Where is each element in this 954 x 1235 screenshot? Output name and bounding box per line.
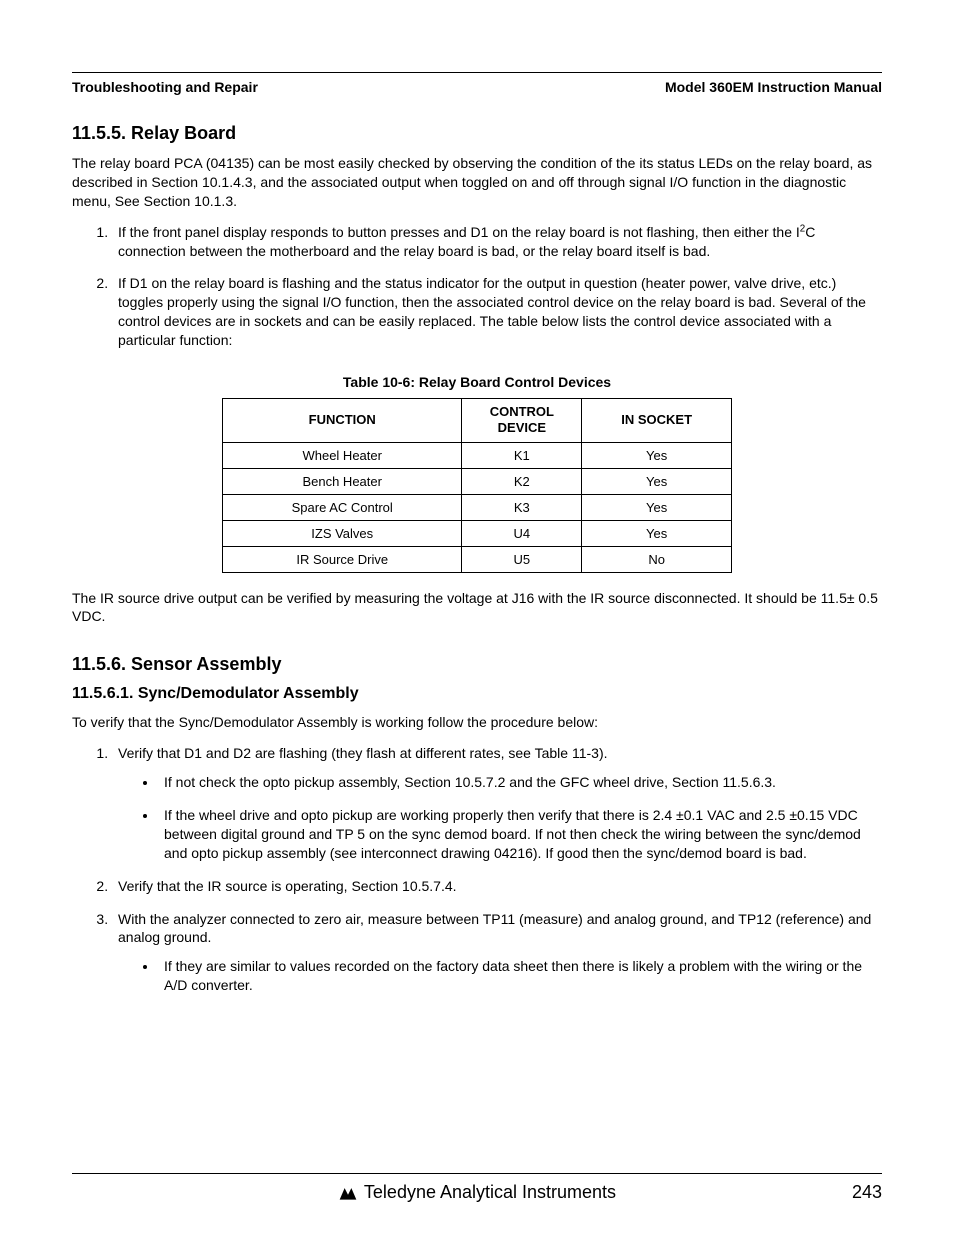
header-rule (72, 72, 882, 73)
control-devices-table: FUNCTION CONTROL DEVICE IN SOCKET Wheel … (222, 398, 732, 573)
cell-socket: No (582, 546, 732, 572)
table-head-control-device: CONTROL DEVICE (462, 399, 582, 443)
table-row: Bench Heater K2 Yes (223, 468, 732, 494)
cell-socket: Yes (582, 468, 732, 494)
sync-step-1-bullet-1: If not check the opto pickup assembly, S… (158, 773, 882, 792)
table-caption: Table 10-6: Relay Board Control Devices (72, 374, 882, 390)
table-head-b-line1: CONTROL (490, 404, 554, 419)
sync-step-3-bullet-1: If they are similar to values recorded o… (158, 957, 882, 995)
footer-row: Teledyne Analytical Instruments 243 (72, 1182, 882, 1203)
ir-source-note: The IR source drive output can be verifi… (72, 589, 882, 627)
sync-step-1: Verify that D1 and D2 are flashing (they… (112, 744, 882, 862)
cell-function: IR Source Drive (223, 546, 462, 572)
cell-socket: Yes (582, 520, 732, 546)
cell-device: U4 (462, 520, 582, 546)
sync-step-1-bullet-2: If the wheel drive and opto pickup are w… (158, 806, 882, 863)
cell-function: Bench Heater (223, 468, 462, 494)
cell-device: U5 (462, 546, 582, 572)
cell-function: Spare AC Control (223, 494, 462, 520)
table-header-row: FUNCTION CONTROL DEVICE IN SOCKET (223, 399, 732, 443)
cell-function: IZS Valves (223, 520, 462, 546)
cell-device: K3 (462, 494, 582, 520)
footer-center: Teledyne Analytical Instruments (338, 1182, 616, 1203)
sync-step-3-text: With the analyzer connected to zero air,… (118, 911, 871, 946)
footer-rule (72, 1173, 882, 1174)
header-left: Troubleshooting and Repair (72, 79, 258, 95)
sync-step-2: Verify that the IR source is operating, … (112, 877, 882, 896)
cell-device: K1 (462, 442, 582, 468)
sync-step-3-bullets: If they are similar to values recorded o… (158, 957, 882, 995)
table-head-function: FUNCTION (223, 399, 462, 443)
page-footer: Teledyne Analytical Instruments 243 (72, 1173, 882, 1203)
table-row: IR Source Drive U5 No (223, 546, 732, 572)
relay-step-1a: If the front panel display responds to b… (118, 224, 800, 240)
table-row: Spare AC Control K3 Yes (223, 494, 732, 520)
relay-intro-text: The relay board PCA (04135) can be most … (72, 154, 882, 211)
cell-device: K2 (462, 468, 582, 494)
sync-step-3: With the analyzer connected to zero air,… (112, 910, 882, 996)
footer-brand-text: Teledyne Analytical Instruments (364, 1182, 616, 1203)
table-row: IZS Valves U4 Yes (223, 520, 732, 546)
header-right: Model 360EM Instruction Manual (665, 79, 882, 95)
table-row: Wheel Heater K1 Yes (223, 442, 732, 468)
section-heading-relay-board: 11.5.5. Relay Board (72, 123, 882, 144)
cell-socket: Yes (582, 442, 732, 468)
table-head-b-line2: DEVICE (498, 420, 546, 435)
relay-steps-list: If the front panel display responds to b… (112, 223, 882, 350)
relay-step-1: If the front panel display responds to b… (112, 223, 882, 261)
section-heading-sensor-assembly: 11.5.6. Sensor Assembly (72, 654, 882, 675)
running-header: Troubleshooting and Repair Model 360EM I… (72, 79, 882, 95)
cell-function: Wheel Heater (223, 442, 462, 468)
sync-steps-list: Verify that D1 and D2 are flashing (they… (112, 744, 882, 995)
page-container: Troubleshooting and Repair Model 360EM I… (0, 0, 954, 1235)
subsection-heading-sync-demod: 11.5.6.1. Sync/Demodulator Assembly (72, 685, 882, 703)
sync-step-1-bullets: If not check the opto pickup assembly, S… (158, 773, 882, 863)
sync-step-1-text: Verify that D1 and D2 are flashing (they… (118, 745, 608, 761)
footer-page-number: 243 (852, 1182, 882, 1203)
cell-socket: Yes (582, 494, 732, 520)
sync-intro-text: To verify that the Sync/Demodulator Asse… (72, 713, 882, 732)
teledyne-logo-icon (338, 1184, 358, 1202)
relay-step-2: If D1 on the relay board is flashing and… (112, 274, 882, 350)
table-head-in-socket: IN SOCKET (582, 399, 732, 443)
